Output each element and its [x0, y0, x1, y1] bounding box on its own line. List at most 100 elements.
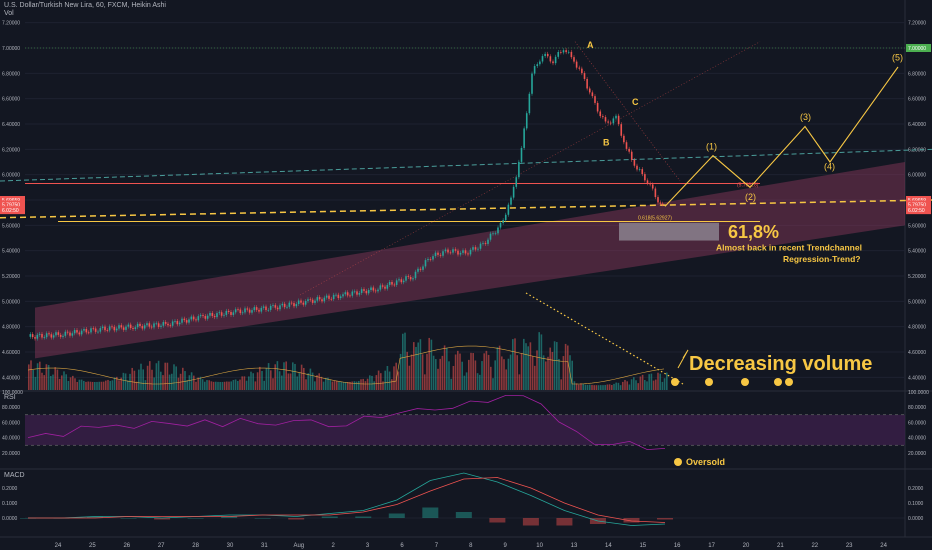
wave-label-4: (4)	[824, 162, 835, 172]
volume-bar	[661, 381, 664, 390]
volume-bar	[263, 380, 265, 390]
candle	[365, 290, 368, 294]
price-tag-label: 5.79750	[908, 202, 926, 208]
volume-bar	[157, 360, 160, 390]
volume-bar	[604, 384, 606, 390]
candle	[557, 52, 560, 57]
volume-bar	[404, 332, 406, 390]
volume-bar	[380, 373, 382, 390]
candle	[541, 56, 544, 62]
volume-bar	[314, 381, 316, 390]
volume-bar	[100, 381, 103, 390]
macd-histogram-bar	[522, 518, 539, 526]
volume-bar	[72, 375, 74, 390]
candle	[612, 118, 615, 124]
candle	[367, 290, 370, 294]
volume-bar	[340, 381, 342, 390]
volume-bar	[131, 367, 133, 390]
candle	[300, 300, 302, 303]
volume-bar	[437, 368, 439, 390]
candle	[321, 299, 323, 302]
candle	[169, 325, 172, 327]
candle	[248, 309, 251, 313]
volume-bar	[562, 356, 565, 390]
candle	[452, 249, 454, 253]
volume-bar	[135, 381, 138, 390]
candle	[146, 323, 148, 326]
time-tick-label: 16	[674, 543, 681, 549]
candle	[251, 310, 253, 313]
candle	[567, 51, 570, 53]
candle	[654, 188, 657, 198]
macd-histogram-bar	[388, 513, 405, 518]
time-tick-label: 23	[846, 543, 853, 549]
candle	[66, 331, 69, 333]
candle	[552, 61, 554, 64]
candle	[400, 279, 403, 283]
price-tick-label-left: 4.60000	[2, 350, 20, 356]
candle	[467, 253, 469, 255]
candle	[432, 256, 434, 260]
volume-bar	[639, 376, 642, 390]
volume-bar	[91, 381, 94, 390]
volume-bar	[452, 365, 455, 390]
candle	[402, 280, 405, 283]
candle	[118, 325, 120, 329]
volume-bar	[215, 381, 217, 390]
volume-bar	[52, 374, 54, 390]
candle	[325, 295, 328, 298]
volume-bar	[650, 373, 653, 390]
volume-bar	[261, 371, 263, 390]
candle	[370, 287, 372, 291]
wave-label-5: (5)	[892, 53, 903, 63]
volume-bar	[597, 385, 600, 390]
time-tick-label: 24	[880, 543, 887, 549]
volume-bar	[529, 342, 532, 390]
volume-bar	[113, 377, 116, 390]
volume-bar	[199, 376, 202, 390]
volume-bar	[463, 375, 466, 390]
candle	[499, 222, 502, 228]
price-tick-label: 6.00000	[908, 173, 926, 179]
volume-bar	[439, 358, 441, 390]
candle	[356, 291, 358, 295]
candle	[586, 78, 588, 89]
volume-bar	[237, 380, 239, 390]
candle	[274, 305, 277, 308]
candle	[449, 252, 452, 254]
volume-bar	[386, 365, 389, 390]
oversold-note: Oversold	[686, 457, 725, 467]
volume-bar	[204, 381, 206, 390]
wave-label-3: (3)	[800, 112, 811, 122]
candle	[237, 309, 239, 311]
candle	[581, 68, 583, 74]
volume-bar	[274, 364, 276, 390]
candle	[190, 316, 193, 320]
volume-bar	[300, 364, 303, 390]
volume-bar	[540, 334, 543, 390]
candle	[388, 281, 391, 285]
candle	[398, 279, 400, 281]
candle	[31, 334, 34, 338]
time-tick-label: 15	[639, 543, 646, 549]
candle	[492, 233, 494, 235]
candle	[64, 331, 67, 336]
candle	[304, 301, 307, 305]
candle	[335, 294, 337, 296]
candle	[437, 252, 439, 255]
volume-bar	[424, 374, 426, 390]
price-tick-label-left: 6.20000	[2, 147, 20, 153]
volume-bar	[102, 381, 105, 390]
volume-bar	[567, 345, 569, 390]
volume-bar	[641, 374, 644, 390]
rsi-tick-label: 80.0000	[908, 405, 926, 411]
candle	[328, 295, 330, 299]
volume-bar	[243, 376, 246, 390]
candle	[546, 53, 549, 57]
volume-bar	[83, 380, 85, 390]
candle	[129, 324, 132, 328]
candle	[507, 204, 510, 215]
candle	[462, 250, 464, 253]
time-tick-label: Aug	[293, 543, 304, 549]
